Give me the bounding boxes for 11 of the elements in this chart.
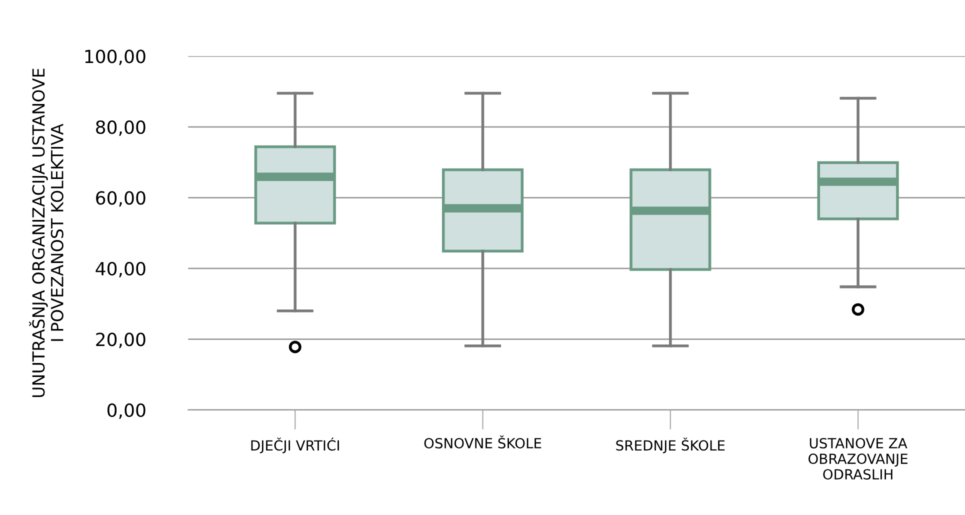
x-tick-label: OSNOVNE ŠKOLE xyxy=(424,435,542,448)
x-tick-label: DJEČJI VRTIĆI xyxy=(251,438,339,454)
y-tick-label: 0,00 xyxy=(107,403,146,419)
y-tick-label: 100,00 xyxy=(85,50,146,66)
y-axis-title: UNUTRAŠNJA ORGANIZACIJA USTANOVE I POVEZANOST KOLEKTIVA xyxy=(29,68,64,398)
y-tick-label: 80,00 xyxy=(96,120,146,136)
x-tick-label: SREDNJE ŠKOLE xyxy=(616,438,725,454)
y-tick-label: 40,00 xyxy=(96,262,146,278)
y-tick-label: 20,00 xyxy=(96,332,146,348)
x-tick-label: USTANOVE ZA OBRAZOVANJE ODRASLIH xyxy=(808,438,908,480)
y-tick-label: 60,00 xyxy=(96,191,146,207)
